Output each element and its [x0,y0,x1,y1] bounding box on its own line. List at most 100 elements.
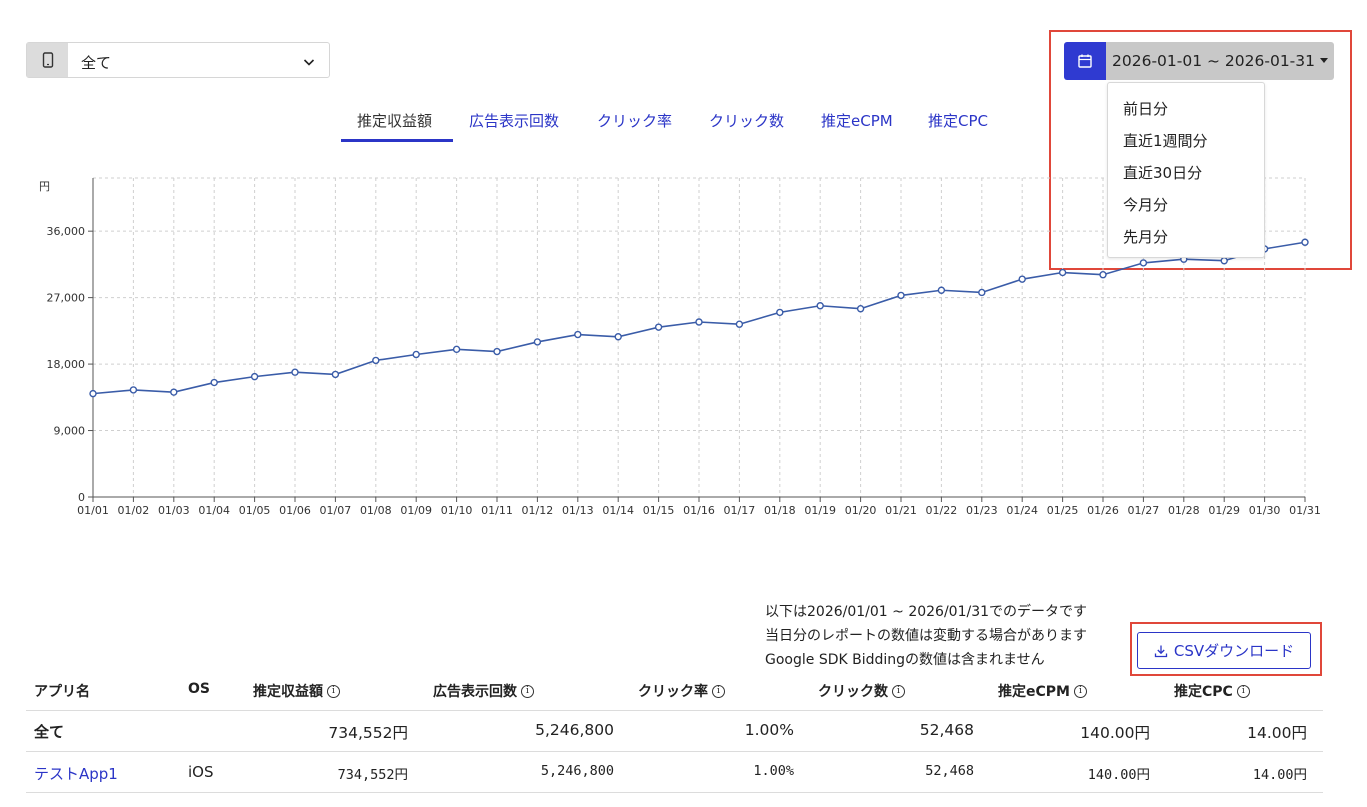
data-point [1058,268,1067,277]
x-tick-label: 01/24 [1006,504,1038,517]
data-point [776,308,784,317]
note-variable-today: 当日分のレポートの数値は変動する場合があります [765,628,1087,644]
x-tick-label: 01/20 [845,504,877,517]
x-tick-label: 01/12 [522,504,554,517]
data-point [452,345,461,354]
table-divider [26,751,1323,752]
y-axis-label: 円 [39,180,50,193]
cell-os: iOS [188,763,214,781]
data-point [1301,238,1309,246]
chevron-down-icon [303,53,315,72]
x-tick-label: 01/23 [966,504,998,517]
calendar-icon [1078,54,1092,68]
cell-clicks: 52,468 [919,721,974,739]
date-range-value: 2026-01-01 ~ 2026-01-31 [1112,52,1315,70]
date-range-menu: 前日分 直近1週間分 直近30日分 今月分 先月分 [1107,82,1265,258]
smartphone-icon [27,43,68,77]
data-point [170,388,178,396]
x-tick-label: 01/03 [158,504,190,517]
download-icon [1154,645,1168,657]
x-tick-label: 01/15 [643,504,675,517]
menu-item-yesterday[interactable]: 前日分 [1123,100,1169,118]
tab-revenue[interactable]: 推定収益額 [357,112,433,130]
data-point [250,372,259,381]
x-tick-label: 01/22 [926,504,958,517]
menu-item-last-week[interactable]: 直近1週間分 [1123,132,1208,150]
csv-button-highlight [1130,622,1322,676]
info-icon[interactable]: i [892,684,905,698]
data-point [695,318,703,326]
data-point [372,356,380,365]
x-tick-label: 01/06 [279,504,311,517]
info-icon[interactable]: i [521,684,534,698]
device-select[interactable]: 全て [26,42,330,78]
data-point [897,291,905,300]
x-tick-label: 01/13 [562,504,594,517]
cell-app-name: 全て [34,723,65,741]
data-point [1220,257,1228,265]
cell-revenue: 734,552円 [328,724,408,742]
info-icon[interactable]: i [1236,684,1250,698]
cell-ecpm: 140.00円 [1080,724,1150,742]
table-divider [26,710,1323,711]
col-header-app: アプリ名 [34,684,90,700]
col-header-ctr: クリック率 i [638,681,725,701]
cell-cpc: 14.00円 [1247,724,1307,742]
csv-download-label: CSVダウンロード [1173,642,1295,660]
x-tick-label: 01/19 [804,504,836,517]
info-icon[interactable]: i [1073,684,1087,698]
y-tick-label: 0 [78,491,85,504]
menu-item-last-month[interactable]: 先月分 [1123,228,1169,246]
tab-impressions[interactable]: 広告表示回数 [469,112,560,130]
cell-ecpm: 140.00円 [1087,767,1150,783]
x-tick-label: 01/18 [764,504,796,517]
x-tick-label: 01/30 [1249,504,1281,517]
data-point [89,389,97,398]
data-point [816,302,824,310]
csv-download-button[interactable]: CSVダウンロード [1137,632,1311,669]
x-tick-label: 01/25 [1047,504,1079,517]
col-header-revenue: 推定収益額 i [253,681,340,701]
x-tick-label: 01/28 [1168,504,1200,517]
x-tick-label: 01/10 [441,504,473,517]
tab-ecpm[interactable]: 推定eCPM [821,112,893,130]
col-header-ecpm: 推定eCPM i [998,681,1087,701]
cell-ctr: 1.00% [753,763,794,779]
col-header-clicks: クリック数 i [818,681,905,701]
active-tab-indicator [341,139,453,142]
tab-cpc[interactable]: 推定CPC [928,112,988,130]
tab-ctr[interactable]: クリック率 [597,112,673,130]
menu-item-last-30-days[interactable]: 直近30日分 [1123,164,1203,182]
date-range-dropdown[interactable]: 2026-01-01 ~ 2026-01-31 [1106,42,1334,80]
cell-impressions: 5,246,800 [540,763,614,779]
col-header-os: OS [188,681,210,697]
data-point [412,350,420,359]
y-tick-label: 27,000 [47,292,86,305]
x-tick-label: 01/07 [320,504,352,517]
cell-impressions: 5,246,800 [535,721,614,739]
info-icon[interactable]: i [327,684,340,698]
calendar-button[interactable] [1064,42,1106,80]
x-tick-label: 01/14 [602,504,634,517]
data-point [978,288,986,297]
menu-item-this-month[interactable]: 今月分 [1123,196,1169,214]
x-tick-label: 01/21 [885,504,917,517]
y-tick-label: 9,000 [54,425,86,438]
data-point [937,286,946,294]
col-header-impressions: 広告表示回数 i [433,681,534,701]
note-bidding-excluded: Google SDK Biddingの数値は含まれません [765,652,1045,668]
x-tick-label: 01/02 [118,504,150,517]
tab-clicks[interactable]: クリック数 [709,112,785,130]
data-point [493,347,501,356]
app-link[interactable]: テストApp1 [34,765,118,783]
info-icon[interactable]: i [712,684,725,698]
col-header-cpc: 推定CPC i [1174,681,1250,701]
data-point [331,370,340,379]
note-date-range: 以下は2026/01/01 ~ 2026/01/31でのデータです [765,604,1088,620]
y-tick-label: 36,000 [47,225,86,238]
x-tick-label: 01/27 [1128,504,1160,517]
data-point [614,333,622,341]
data-point [735,320,744,328]
cell-cpc: 14.00円 [1252,767,1307,783]
x-tick-label: 01/05 [239,504,271,517]
